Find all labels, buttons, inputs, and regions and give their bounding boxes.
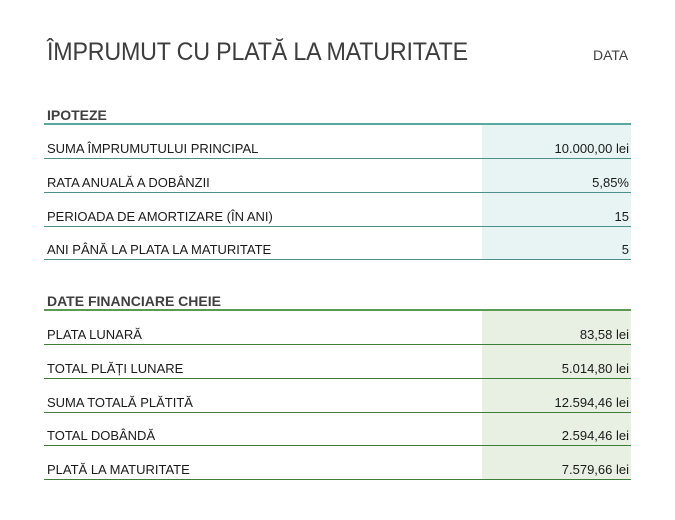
page-title: ÎMPRUMUT CU PLATĂ LA MATURITATE — [47, 38, 468, 66]
principal-value-cell[interactable]: 10.000,00 lei — [554, 141, 629, 156]
key-data-value-band — [482, 311, 631, 480]
total-paid-value[interactable]: 12.594,46 lei — [554, 395, 629, 410]
amortization-value-cell[interactable]: 15 — [614, 209, 629, 224]
interest-rate-value-cell[interactable]: 5,85% — [592, 175, 629, 190]
row-label: PERIOADA DE AMORTIZARE (ÎN ANI) — [47, 209, 273, 224]
years-to-balloon-value-cell[interactable]: 5 — [621, 242, 629, 257]
assumption-row-amortization-period: PERIOADA DE AMORTIZARE (ÎN ANI) 15 — [44, 193, 631, 227]
key-data-row-total-interest: TOTAL DOBÂNDĂ 2.594,46 lei — [44, 412, 631, 446]
assumption-row-years-to-balloon: ANI PÂNĂ LA PLATA LA MATURITATE 5 — [44, 226, 631, 260]
assumptions-divider — [44, 123, 631, 125]
row-divider — [44, 479, 631, 480]
row-label: TOTAL DOBÂNDĂ — [47, 428, 156, 443]
date-field[interactable]: DATA — [593, 47, 629, 63]
assumption-row-principal: SUMA ÎMPRUMUTULUI PRINCIPAL 10.000,00 le… — [44, 125, 631, 159]
key-data-row-total-paid: SUMA TOTALĂ PLĂTITĂ 12.594,46 lei — [44, 379, 631, 413]
row-divider — [44, 226, 631, 227]
row-label: TOTAL PLĂȚI LUNARE — [47, 361, 184, 376]
row-divider — [44, 445, 631, 446]
key-data-row-balloon-payment: PLATĂ LA MATURITATE 7.579,66 lei — [44, 446, 631, 480]
key-data-row-monthly-payment: PLATA LUNARĂ 83,58 lei — [44, 311, 631, 345]
row-divider — [44, 412, 631, 413]
row-label: SUMA TOTALĂ PLĂTITĂ — [47, 395, 193, 410]
row-label: RATA ANUALĂ A DOBÂNZII — [47, 175, 210, 190]
row-label: PLATA LUNARĂ — [47, 327, 142, 342]
monthly-payment-value[interactable]: 83,58 lei — [579, 327, 629, 342]
row-divider — [44, 378, 631, 379]
row-divider — [44, 344, 631, 345]
row-divider — [44, 259, 631, 260]
total-interest-value[interactable]: 2.594,46 lei — [561, 428, 629, 443]
key-data-row-total-monthly-payments: TOTAL PLĂȚI LUNARE 5.014,80 lei — [44, 345, 631, 379]
key-data-divider — [44, 309, 631, 311]
row-label: ANI PÂNĂ LA PLATA LA MATURITATE — [47, 242, 272, 257]
row-divider — [44, 192, 631, 193]
row-label: PLATĂ LA MATURITATE — [47, 462, 190, 477]
row-label: SUMA ÎMPRUMUTULUI PRINCIPAL — [47, 141, 259, 156]
key-data-heading: DATE FINANCIARE CHEIE — [47, 293, 221, 309]
row-divider — [44, 158, 631, 159]
assumption-row-interest-rate: RATA ANUALĂ A DOBÂNZII 5,85% — [44, 159, 631, 193]
total-monthly-payments-value[interactable]: 5.014,80 lei — [561, 361, 629, 376]
assumptions-heading: IPOTEZE — [47, 107, 107, 123]
balloon-payment-value[interactable]: 7.579,66 lei — [561, 462, 629, 477]
